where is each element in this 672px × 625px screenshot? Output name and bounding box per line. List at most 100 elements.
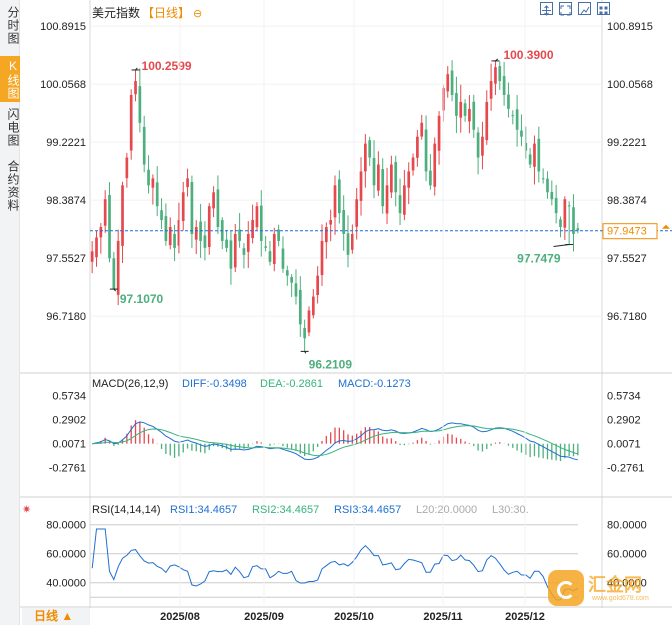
rsi-tick-right: 80.0000 [607,520,647,532]
candle-body [485,101,489,141]
time-tick-label: 2025/10 [334,611,374,623]
candle-body [112,258,116,290]
candle-body [324,227,328,243]
time-tick-label: 2025/09 [244,611,284,623]
candle-body [212,192,215,209]
macd-axis: 0.5734 0.5734 0.2902 0.2902 0.0071 0.0071 -0.2… [49,391,645,475]
extreme-leader [553,244,570,248]
candle-body [554,197,558,214]
high-price-label: 100.2599 [142,59,192,73]
macd-lines [92,421,578,461]
candle-body [472,101,476,130]
candle-body [251,220,254,239]
time-tick-label: 2025/11 [423,611,462,623]
candle-body [155,182,159,207]
candle-body [303,327,306,339]
zoom-out-icon[interactable]: ⊖ [193,8,203,20]
candle-body [329,220,333,225]
low-price-label: 96.2109 [309,357,353,371]
candle-body [216,189,220,228]
period-label[interactable]: 【日线】 [142,6,191,20]
watermark-text: 汇金网 [588,575,642,595]
panel-frames [20,0,672,608]
candle-body [194,227,198,240]
candle-body [199,221,202,241]
macd-dea-label: DEA:-0.2861 [260,378,323,390]
candle-body [294,283,298,297]
candle-body [238,229,241,241]
candle-body [559,219,562,228]
macd-tick-left: -0.2761 [49,463,86,475]
watermark-logo: 汇金网 www.gold678.com [548,568,670,608]
candle-body [528,154,532,165]
candle-body [416,136,419,158]
candle-body [151,178,155,188]
rsi1-label: RSI1:34.4657 [170,504,238,516]
tab-kline[interactable]: K线图 [0,56,20,102]
candle-body [372,158,376,186]
candle-body [446,74,450,92]
candle-body [190,181,194,234]
last-price-line: 97.9473 [90,223,672,240]
candle-body [368,140,372,158]
candle-body [242,248,246,255]
price-tick-left: 100.8915 [40,21,86,33]
tab-flash-chart[interactable]: 闪电图 [6,107,20,147]
candle-body [437,115,441,151]
candle-body [533,143,536,167]
time-tick-label: 2025/08 [160,611,200,623]
candlesticks [90,60,580,352]
candle-body [277,229,280,241]
macd-dif-label: DIFF:-0.3498 [182,378,247,390]
candle-body [125,157,129,179]
candle-body [320,240,324,276]
low-price-label: 97.1070 [120,292,164,306]
period-selector[interactable]: 日线 ▲ [22,608,90,625]
rsi-grid [90,524,578,598]
candle-body [233,233,237,268]
last-price-box [602,223,658,240]
extreme-leader [495,58,499,62]
tab-contract-info[interactable]: 合约资料 [6,160,20,212]
rsi3-label: RSI3:34.4657 [334,504,402,516]
chart-type-icon[interactable] [578,2,591,15]
fullscreen-icon[interactable] [540,2,553,16]
high-price-label: 100.3900 [503,48,553,62]
l30-label: L30:30. [492,504,529,516]
candle-body [507,94,510,109]
candle-body [181,192,185,222]
candle-body [138,86,142,123]
candle-body [567,205,571,207]
candle-body [342,210,346,234]
settings-icon[interactable]: ✷ [22,504,32,516]
extreme-leader [135,67,138,71]
tab-time-sharing[interactable]: 分时图 [6,5,20,45]
price-markers: 100.2599 100.3900 97.1070 96.2109 97.7479 [109,48,574,371]
candle-body [103,199,107,226]
price-tick-right: 98.3874 [607,195,647,207]
candle-body [173,233,176,248]
candle-body [576,228,580,231]
candle-body [502,76,506,95]
candle-body [494,67,497,84]
candle-body [524,143,528,151]
rsi-tick-right: 60.0000 [607,549,647,561]
rsi-tick-right: 40.0000 [607,578,647,590]
price-tick-right: 100.0568 [607,79,653,91]
settings-grid-icon[interactable] [597,2,610,15]
expand-icon[interactable] [559,2,572,16]
macd-value-label: MACD:-0.1273 [338,378,411,390]
candle-body [355,199,359,227]
candle-body [129,94,133,151]
candle-body [121,185,124,246]
candle-body [359,171,363,201]
candle-body [285,270,289,276]
candle-body [311,296,315,316]
chart-title: 美元指数 【日线】 ⊖ [92,4,202,21]
price-axis: 100.8915 100.8915 100.0568 100.0568 99.2221 9… [40,21,653,323]
candle-body [463,103,467,116]
price-tick-left: 98.3874 [46,195,86,207]
price-tick-left: 100.0568 [40,79,86,91]
candle-body [520,130,523,137]
